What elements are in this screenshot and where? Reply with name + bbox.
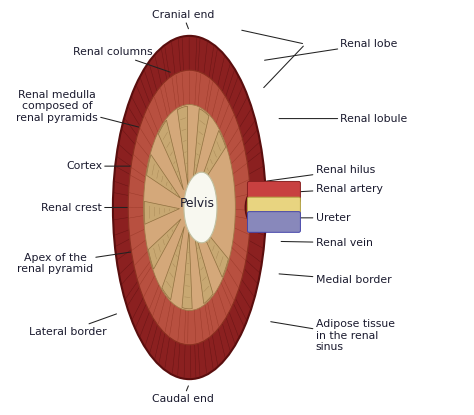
Text: Ureter: Ureter xyxy=(296,213,350,223)
Text: Adipose tissue
in the renal
sinus: Adipose tissue in the renal sinus xyxy=(271,319,394,352)
Polygon shape xyxy=(177,106,188,186)
Text: Lateral border: Lateral border xyxy=(28,314,117,337)
FancyBboxPatch shape xyxy=(247,212,301,232)
Polygon shape xyxy=(192,109,209,186)
Polygon shape xyxy=(193,228,213,304)
Polygon shape xyxy=(182,230,192,309)
Text: Renal vein: Renal vein xyxy=(281,238,373,248)
Text: Cranial end: Cranial end xyxy=(152,10,214,29)
Ellipse shape xyxy=(245,189,268,226)
Text: Renal lobe: Renal lobe xyxy=(264,39,398,60)
Polygon shape xyxy=(197,221,228,277)
Text: Renal columns: Renal columns xyxy=(73,47,170,72)
Text: Renal medulla
composed of
renal pyramids: Renal medulla composed of renal pyramids xyxy=(16,90,143,128)
Text: Cortex: Cortex xyxy=(66,161,141,171)
Text: Medial border: Medial border xyxy=(279,274,391,285)
Text: Renal artery: Renal artery xyxy=(279,184,383,194)
Ellipse shape xyxy=(113,36,266,379)
Polygon shape xyxy=(158,120,183,190)
Ellipse shape xyxy=(128,70,251,345)
Ellipse shape xyxy=(144,105,236,310)
Polygon shape xyxy=(162,227,184,300)
Text: Apex of the
renal pyramid: Apex of the renal pyramid xyxy=(17,249,149,274)
Polygon shape xyxy=(144,201,180,224)
Text: Renal hilus: Renal hilus xyxy=(267,165,375,181)
Polygon shape xyxy=(148,219,181,269)
Polygon shape xyxy=(146,154,181,198)
Text: Renal crest: Renal crest xyxy=(41,203,155,212)
Text: Caudal end: Caudal end xyxy=(152,386,214,404)
FancyBboxPatch shape xyxy=(247,181,301,202)
Text: Renal lobule: Renal lobule xyxy=(279,114,408,124)
FancyBboxPatch shape xyxy=(247,197,301,218)
Polygon shape xyxy=(184,172,217,243)
Polygon shape xyxy=(197,130,226,192)
Text: Pelvis: Pelvis xyxy=(180,197,215,210)
